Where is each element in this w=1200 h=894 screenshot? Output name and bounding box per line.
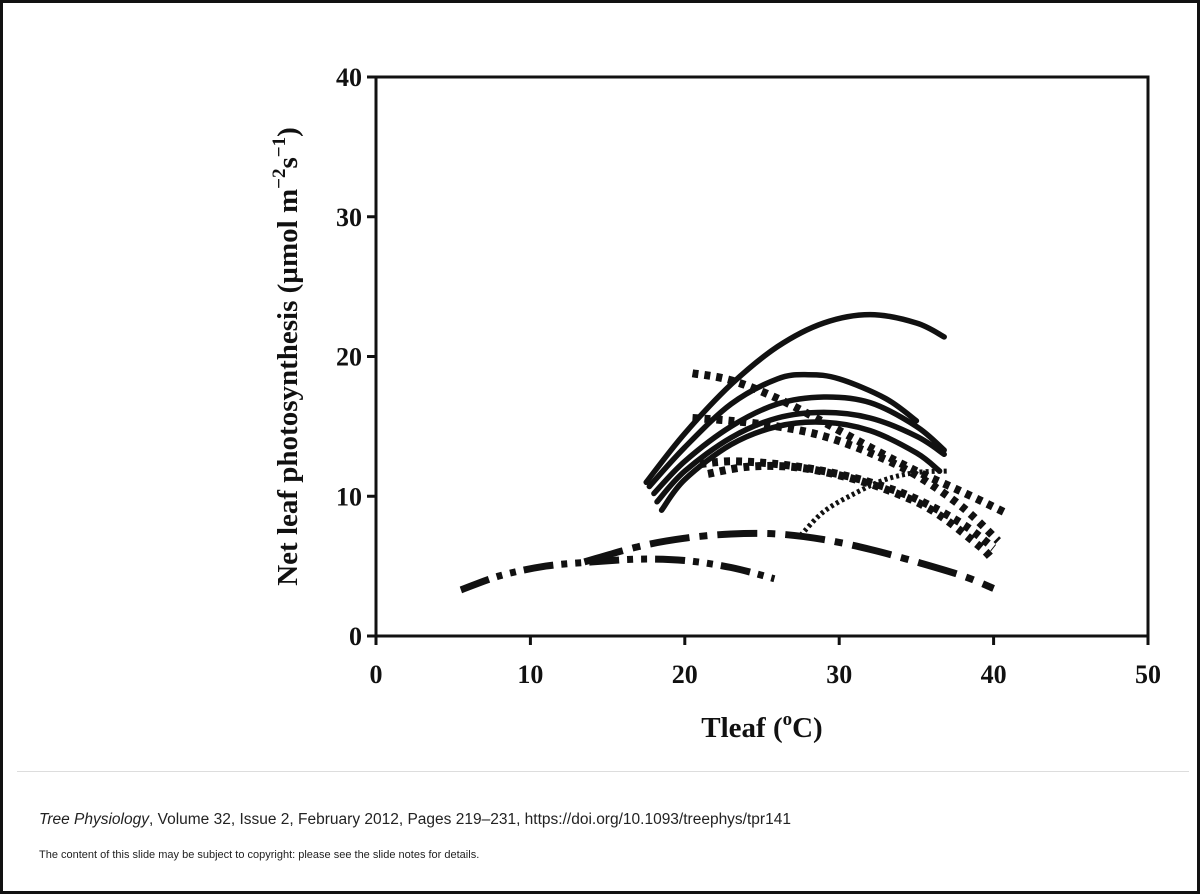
y-tick-label: 30 <box>336 203 362 232</box>
series-line-11 <box>459 555 776 594</box>
x-axis-label-degree: o <box>783 709 793 730</box>
journal-name: Tree Physiology <box>39 811 149 828</box>
series-line-9 <box>707 461 997 564</box>
copyright-note: The content of this slide may be subject… <box>39 849 480 861</box>
y-axis-ticks: 0 10 20 30 40 <box>336 63 376 651</box>
chart-curves <box>459 311 1008 594</box>
citation-details[interactable]: , Volume 32, Issue 2, February 2012, Pag… <box>148 811 791 828</box>
series-line-7 <box>692 414 1001 544</box>
series-line-5 <box>658 419 943 513</box>
x-axis-label: Tleaf (oC) <box>701 709 822 744</box>
series-line-12 <box>583 529 995 592</box>
y-axis-label: Net leaf photosynthesis (µmol m−2s−1) <box>269 127 304 586</box>
series-line-4 <box>654 409 947 505</box>
y-tick-label: 0 <box>349 622 362 651</box>
x-tick-label: 0 <box>370 660 383 689</box>
y-axis-label-s: s <box>272 157 304 168</box>
y-tick-label: 20 <box>336 343 362 372</box>
series-line-10 <box>798 468 948 538</box>
x-tick-label: 50 <box>1135 660 1161 689</box>
series-line-1 <box>643 311 947 486</box>
citation-line: Tree Physiology, Volume 32, Issue 2, Feb… <box>39 811 791 829</box>
chart-plot: 0 10 20 30 40 50 0 10 20 30 40 Tleaf (oC) Net lea… <box>269 63 1161 744</box>
y-tick-label: 10 <box>336 482 362 511</box>
series-line-2 <box>646 371 920 490</box>
x-tick-label: 20 <box>672 660 698 689</box>
x-tick-label: 40 <box>981 660 1007 689</box>
y-axis-label-close: ) <box>272 127 304 137</box>
y-axis-label-exp2: −1 <box>269 137 290 157</box>
series-line-3 <box>651 394 947 497</box>
x-axis-label-unit: C) <box>792 712 823 744</box>
y-axis-label-main: Net leaf photosynthesis (µmol m <box>272 189 304 586</box>
footer-divider <box>17 771 1189 772</box>
x-axis-ticks: 0 10 20 30 40 50 <box>370 636 1161 689</box>
y-tick-label: 40 <box>336 63 362 92</box>
x-axis-label-main: Tleaf ( <box>701 712 782 744</box>
y-axis-label-exp1: −2 <box>269 169 290 189</box>
series-line-8 <box>699 457 997 552</box>
x-tick-label: 30 <box>826 660 852 689</box>
series-line-6 <box>691 369 1008 517</box>
x-tick-label: 10 <box>517 660 543 689</box>
